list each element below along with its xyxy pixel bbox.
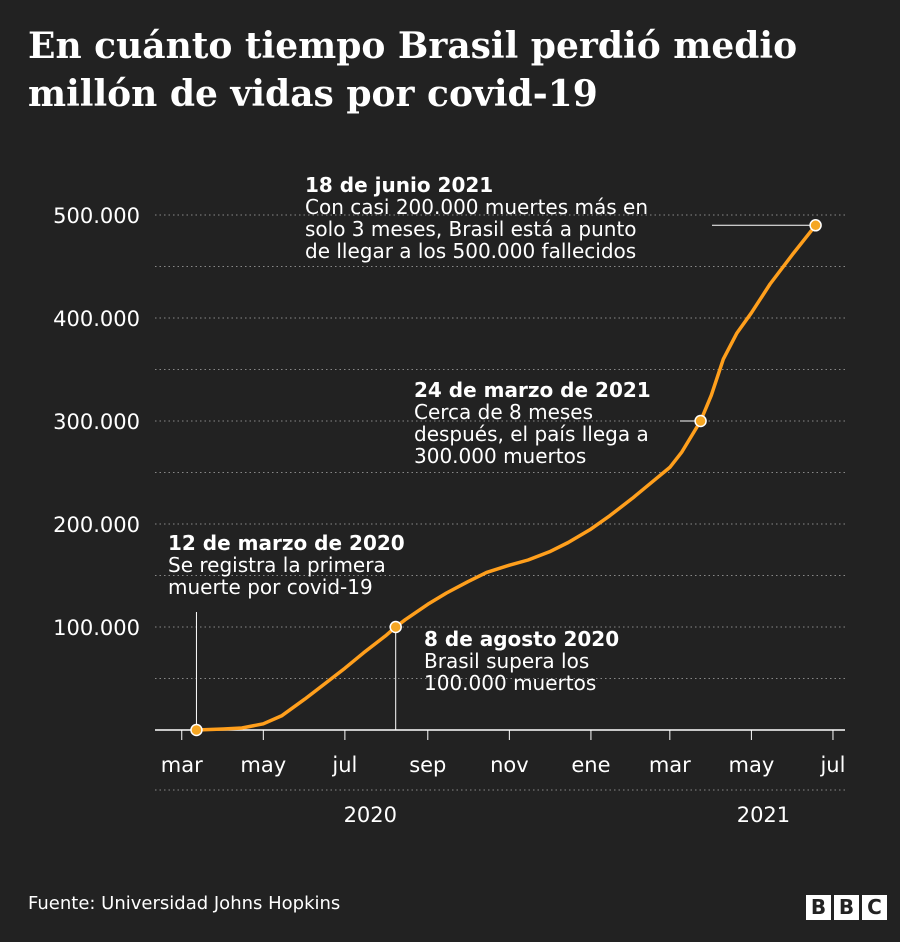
- annotation-date: 18 de junio 2021: [305, 173, 493, 197]
- deaths-series-line: [194, 223, 818, 732]
- x-tick-label: nov: [490, 753, 529, 777]
- annotation-date: 24 de marzo de 2021: [414, 378, 651, 402]
- year-label: 2021: [737, 803, 790, 827]
- annotation-text: Con casi 200.000 muertes más en: [305, 195, 648, 219]
- x-tick-label: ene: [571, 753, 610, 777]
- bbc-logo-letter-b1: B: [806, 895, 831, 920]
- annotation-text: solo 3 meses, Brasil está a punto: [305, 217, 637, 241]
- y-tick-label: 300.000: [53, 410, 140, 434]
- chart-title: En cuánto tiempo Brasil perdió medio mil…: [28, 25, 798, 115]
- annotation-text: Brasil supera los: [424, 649, 589, 673]
- y-tick-label: 200.000: [53, 513, 140, 537]
- x-tick-label: mar: [161, 753, 203, 777]
- annotation-text: de llegar a los 500.000 fallecidos: [305, 239, 636, 263]
- annotation-marker: [694, 414, 707, 428]
- y-tick-label: 500.000: [53, 204, 140, 228]
- x-tick-label: may: [729, 753, 775, 777]
- x-tick-label: sep: [409, 753, 446, 777]
- bbc-logo: B B C: [806, 895, 887, 920]
- annotation-marker: [389, 620, 402, 634]
- annotation-text: después, el país llega a: [414, 422, 649, 446]
- annotation-date: 8 de agosto 2020: [424, 627, 619, 651]
- annotation-text: Cerca de 8 meses: [414, 400, 593, 424]
- bbc-logo-letter-b2: B: [834, 895, 859, 920]
- bbc-logo-letter-c: C: [862, 895, 887, 920]
- annotation-text: 100.000 muertos: [424, 671, 596, 695]
- annotation-marker: [190, 723, 203, 737]
- y-tick-label: 400.000: [53, 307, 140, 331]
- annotation-text: 300.000 muertos: [414, 444, 586, 468]
- y-tick-label: 100.000: [53, 616, 140, 640]
- x-tick-label: mar: [649, 753, 691, 777]
- annotation-text: Se registra la primera: [168, 553, 386, 577]
- source-note: Fuente: Universidad Johns Hopkins: [28, 893, 341, 914]
- annotation-marker: [809, 219, 822, 232]
- x-tick-label: jul: [331, 753, 357, 777]
- annotation-text: muerte por covid-19: [168, 575, 373, 599]
- x-tick-label: jul: [819, 753, 845, 777]
- year-label: 2020: [344, 803, 397, 827]
- x-tick-label: may: [240, 753, 286, 777]
- annotation-date: 12 de marzo de 2020: [168, 531, 405, 555]
